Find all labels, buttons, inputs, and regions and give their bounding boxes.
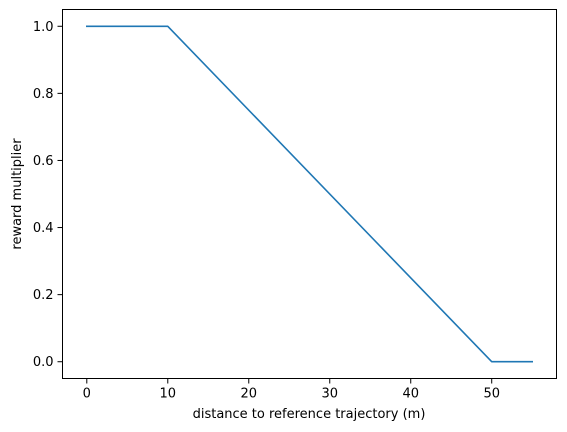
y-tick-label: 0.6 xyxy=(33,154,54,169)
y-tick-label: 0.2 xyxy=(33,288,54,303)
y-tick-label: 0.0 xyxy=(33,355,54,370)
y-axis-label: reward multiplier xyxy=(10,138,25,250)
y-tick-label: 0.8 xyxy=(33,87,54,102)
series-layer xyxy=(86,25,534,363)
plot-frame xyxy=(62,9,557,379)
x-tick-label: 0 xyxy=(83,387,91,402)
x-tick-label: 20 xyxy=(240,387,257,402)
y-tick-label: 1.0 xyxy=(33,20,54,35)
x-tick-label: 40 xyxy=(402,387,419,402)
x-tick-label: 30 xyxy=(321,387,338,402)
x-tick-label: 10 xyxy=(160,387,177,402)
y-axis-ticks: 0.0 0.2 0.4 0.6 0.8 1.0 xyxy=(33,20,63,370)
y-tick-label: 0.4 xyxy=(33,221,54,236)
series-line xyxy=(86,25,534,363)
x-tick-label: 50 xyxy=(483,387,500,402)
x-axis-label: distance to reference trajectory (m) xyxy=(193,407,426,422)
x-axis-ticks: 0 10 20 30 40 50 xyxy=(83,378,500,402)
